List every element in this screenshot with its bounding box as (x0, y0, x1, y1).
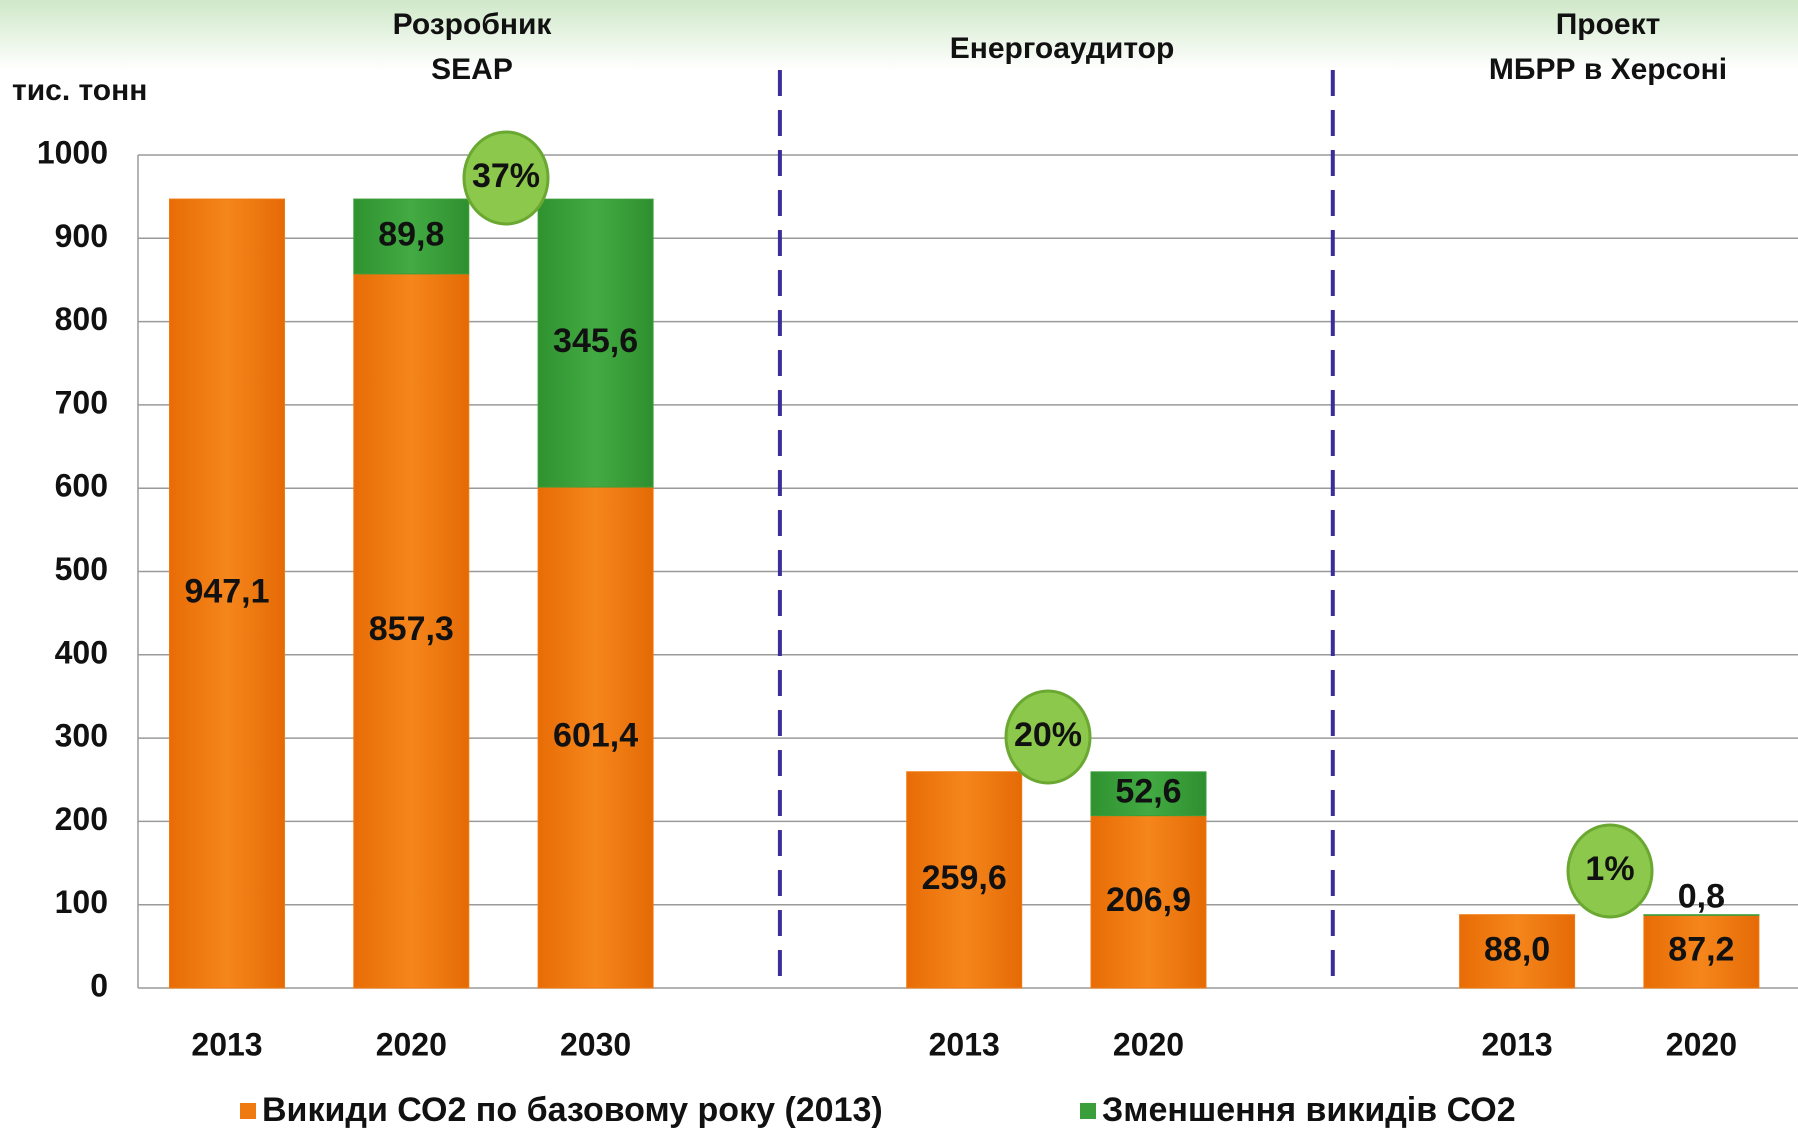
bar-segment (353, 273, 470, 989)
bar-segment (537, 486, 654, 989)
value-label: 206,9 (1106, 881, 1191, 919)
y-tick-label: 300 (55, 718, 108, 754)
x-tick-label: 2013 (191, 1026, 262, 1062)
value-label: 857,3 (369, 610, 454, 648)
value-label: 87,2 (1668, 931, 1734, 969)
y-tick-label: 900 (55, 218, 108, 254)
annotation: 1% (1566, 823, 1654, 919)
legend-swatch (240, 1103, 256, 1119)
annotation: 37% (462, 130, 550, 226)
value-label: 601,4 (553, 717, 638, 755)
y-tick-label: 500 (55, 551, 108, 587)
y-tick-label: 200 (55, 801, 108, 837)
bar-segment (1643, 914, 1760, 989)
group-label: МБРР в Херсоні (1489, 53, 1727, 86)
x-tick-label: 2020 (1113, 1026, 1184, 1062)
bar-segment (1643, 914, 1760, 916)
y-tick-label: 800 (55, 301, 108, 337)
bar-segment (537, 198, 654, 488)
x-tick-label: 2020 (376, 1026, 447, 1062)
value-label: 345,6 (553, 322, 638, 360)
value-label: 0,8 (1678, 878, 1725, 916)
annotation-text: 20% (1014, 716, 1082, 754)
group-label: Енергоаудитор (950, 32, 1175, 65)
annotation-text: 37% (472, 157, 540, 195)
group-label: Проект (1556, 8, 1661, 41)
value-label: 947,1 (184, 573, 269, 611)
value-label: 89,8 (378, 215, 444, 253)
group-label: Розробник (393, 8, 553, 41)
bar-segment (169, 198, 285, 989)
plot: 0 100 200 300 400 500 600 700 800 900 1000 2013 947,… (37, 70, 1798, 1062)
y-tick-label: 400 (55, 634, 108, 670)
value-label: 88,0 (1484, 930, 1550, 968)
legend-label: Викиди СО2 по базовому року (2013) (262, 1091, 883, 1129)
annotation-text: 1% (1585, 850, 1634, 888)
bar-segment (353, 198, 470, 275)
y-axis-label: тис. тонн (12, 74, 147, 107)
bar-segment (1090, 815, 1207, 989)
y-tick-label: 1000 (37, 134, 108, 170)
y-tick-label: 700 (55, 384, 108, 420)
value-label: 259,6 (922, 859, 1007, 897)
y-tick-label: 0 (90, 967, 108, 1003)
x-tick-label: 2020 (1666, 1026, 1737, 1062)
bar-segment (1090, 771, 1207, 817)
header-band (0, 0, 1798, 70)
y-tick-label: 100 (55, 884, 108, 920)
value-label: 52,6 (1115, 773, 1181, 811)
y-tick-label: 600 (55, 468, 108, 504)
x-tick-label: 2013 (929, 1026, 1000, 1062)
x-tick-label: 2013 (1482, 1026, 1553, 1062)
group-label: SEAP (431, 53, 513, 86)
annotation: 20% (1004, 689, 1092, 785)
bar-segment (1459, 914, 1576, 989)
legend-label: Зменшення викидів СО2 (1102, 1091, 1516, 1129)
bar-segment (906, 771, 1023, 989)
legend-swatch (1080, 1103, 1096, 1119)
x-tick-label: 2030 (560, 1026, 631, 1062)
